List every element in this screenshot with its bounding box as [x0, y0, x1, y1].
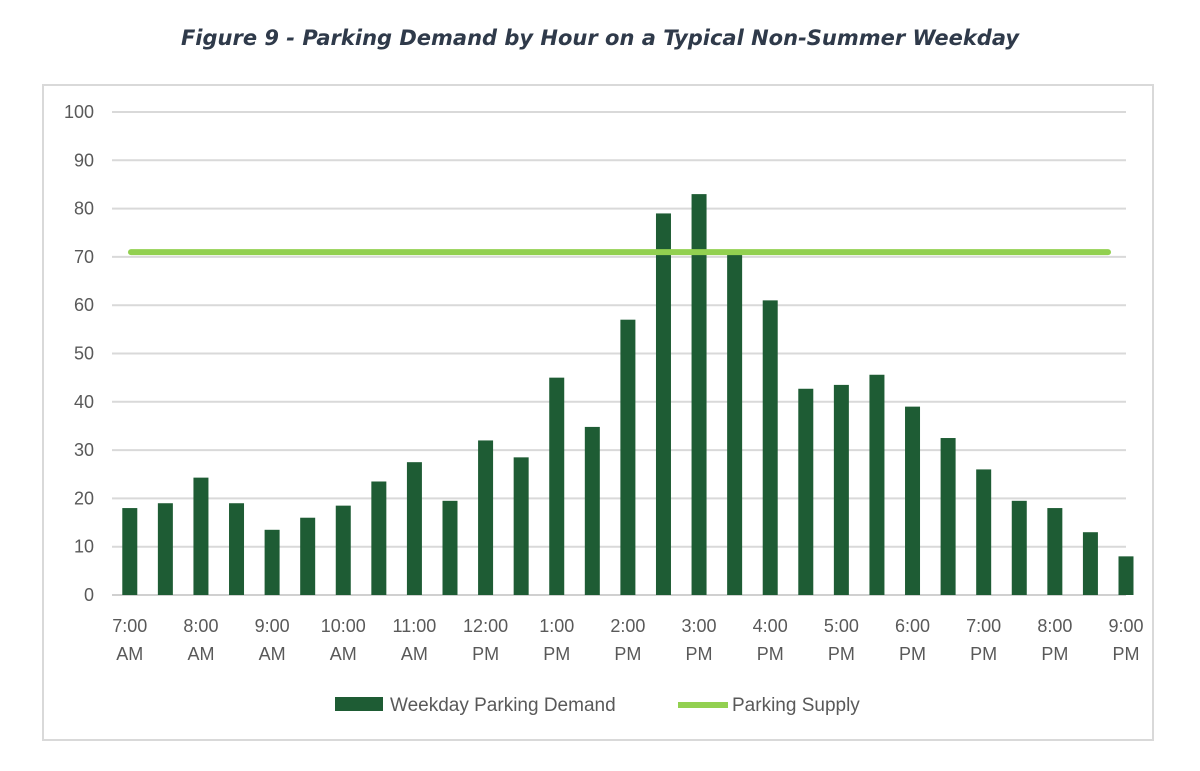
bar: [940, 438, 956, 595]
y-tick-label: 60: [74, 295, 94, 315]
bar: [655, 213, 671, 595]
bar: [229, 503, 245, 595]
bar: [620, 319, 636, 595]
chart-title: Figure 9 - Parking Demand by Hour on a T…: [180, 26, 1020, 50]
x-tick-label: PM: [614, 644, 641, 664]
bar: [691, 194, 707, 596]
y-tick-label: 30: [74, 440, 94, 460]
bar: [157, 503, 173, 595]
bar: [869, 374, 885, 595]
x-tick-label: 10:00: [321, 616, 366, 636]
x-tick-label: PM: [1113, 644, 1140, 664]
x-tick-label: 11:00: [393, 616, 437, 636]
x-tick-label: 6:00: [895, 616, 930, 636]
x-tick-label: 9:00: [1108, 616, 1143, 636]
x-tick-label: 7:00: [112, 616, 147, 636]
x-tick-label: PM: [970, 644, 997, 664]
x-tick-label: AM: [401, 644, 428, 664]
x-tick-label: 4:00: [753, 616, 788, 636]
legend-label-supply: Parking Supply: [732, 695, 860, 716]
chart-frame: [42, 84, 1154, 741]
x-tick-label: AM: [330, 644, 357, 664]
bar: [833, 384, 849, 595]
bar: [1047, 508, 1063, 595]
bar: [976, 469, 992, 595]
y-tick-label: 90: [74, 150, 94, 170]
x-tick-label: 1:00: [539, 616, 574, 636]
y-tick-label: 10: [74, 537, 94, 557]
x-tick-label: 9:00: [255, 616, 290, 636]
bar: [584, 426, 600, 595]
bar: [549, 377, 565, 595]
legend-swatch-demand: [335, 697, 383, 711]
y-tick-label: 0: [84, 585, 94, 605]
x-tick-label: AM: [116, 644, 143, 664]
x-tick-label: 8:00: [1037, 616, 1072, 636]
y-tick-label: 50: [74, 344, 94, 364]
x-tick-label: 2:00: [610, 616, 645, 636]
bar: [1118, 556, 1134, 595]
x-tick-label: 7:00: [966, 616, 1001, 636]
bar: [727, 254, 743, 596]
bar: [478, 440, 494, 595]
bar: [371, 481, 387, 595]
x-tick-label: PM: [543, 644, 570, 664]
bars: [122, 194, 1134, 596]
bar: [335, 505, 351, 595]
x-tick-label: 3:00: [682, 616, 717, 636]
bar: [122, 508, 138, 595]
y-axis: 0 10 20 30 40 50 60 70 80 90 100: [64, 102, 94, 605]
bar: [1011, 500, 1027, 595]
x-tick-label: PM: [686, 644, 713, 664]
y-tick-label: 100: [64, 102, 94, 122]
y-tick-label: 70: [74, 247, 94, 267]
bar: [513, 457, 529, 595]
x-tick-label: 5:00: [824, 616, 859, 636]
gridlines: [112, 111, 1126, 596]
y-tick-label: 20: [74, 488, 94, 508]
bar: [905, 406, 921, 595]
bar: [762, 300, 778, 595]
bar: [798, 388, 814, 595]
x-axis: 7:00 AM 8:00 AM 9:00 AM 10:00 AM 11:00 AM 12:00 PM 1…: [112, 616, 1143, 664]
bar: [264, 529, 280, 595]
x-tick-label: PM: [899, 644, 926, 664]
x-tick-label: AM: [259, 644, 286, 664]
bar: [1082, 532, 1098, 595]
x-tick-label: PM: [472, 644, 499, 664]
x-tick-label: 12:00: [463, 616, 508, 636]
y-tick-label: 80: [74, 199, 94, 219]
x-tick-label: PM: [1041, 644, 1068, 664]
x-tick-label: PM: [828, 644, 855, 664]
legend: Weekday Parking Demand Parking Supply: [335, 695, 860, 716]
x-tick-label: AM: [187, 644, 214, 664]
legend-label-demand: Weekday Parking Demand: [390, 695, 616, 716]
bar: [406, 462, 422, 595]
bar: [300, 517, 316, 595]
x-tick-label: PM: [757, 644, 784, 664]
bar: [193, 477, 209, 595]
y-tick-label: 40: [74, 392, 94, 412]
bar: [442, 500, 458, 595]
x-tick-label: 8:00: [183, 616, 218, 636]
